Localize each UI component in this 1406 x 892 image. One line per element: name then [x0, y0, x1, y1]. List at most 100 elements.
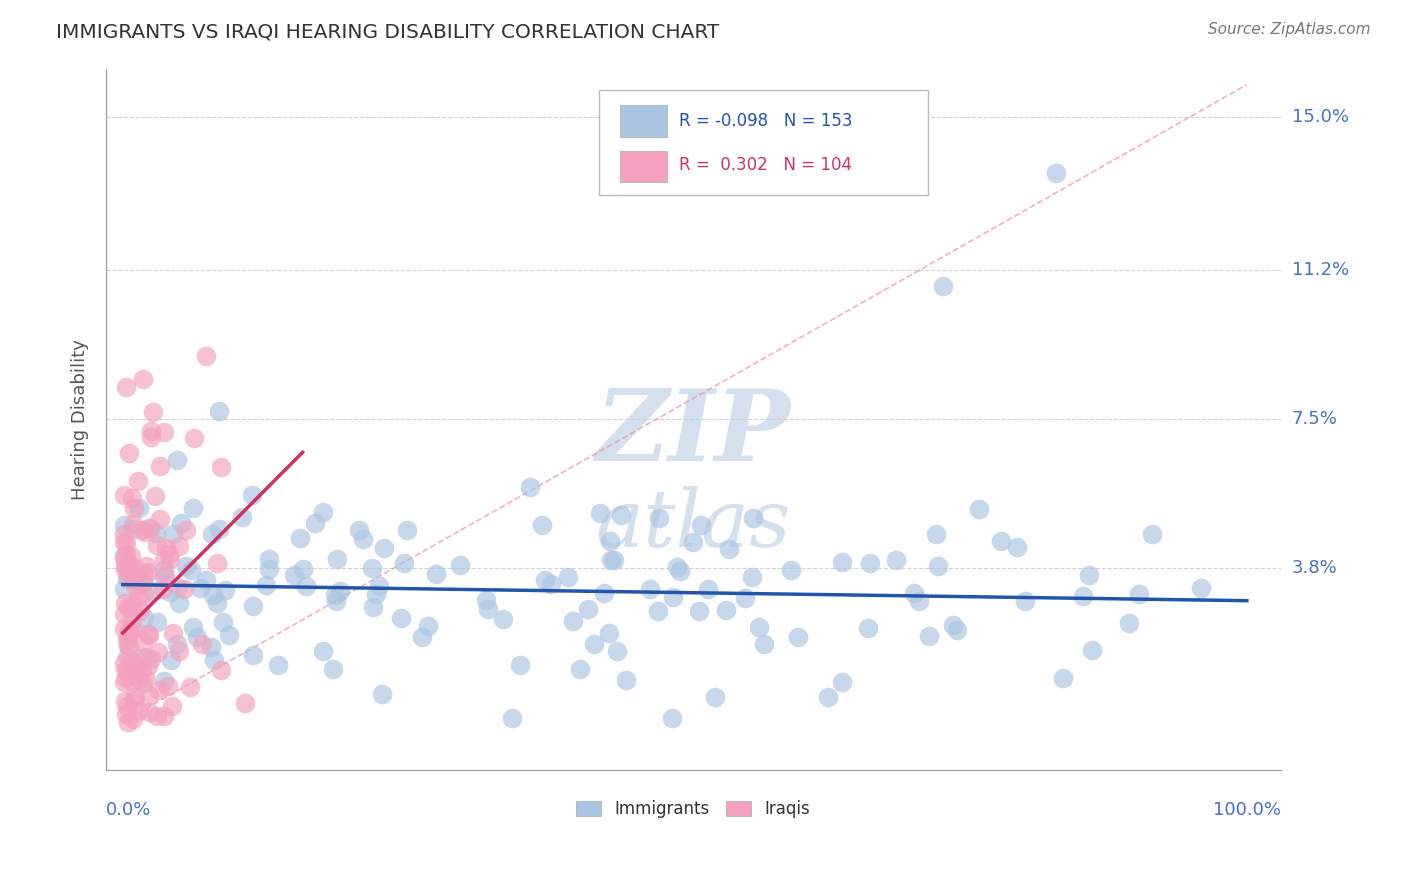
Point [118, 570, 141, 584]
Point [583, 637, 606, 651]
Point [122, 522, 145, 536]
Point [112, 582, 135, 596]
Point [128, 604, 150, 618]
Point [174, 523, 197, 537]
Point [117, 630, 139, 644]
Point [115, 649, 138, 664]
Point [143, 489, 166, 503]
Point [190, 636, 212, 650]
Point [787, 630, 810, 644]
Point [188, 581, 211, 595]
Point [449, 558, 471, 573]
Point [599, 533, 621, 548]
Point [139, 520, 162, 534]
Point [155, 541, 177, 556]
Point [181, 501, 204, 516]
Point [416, 619, 439, 633]
Point [122, 712, 145, 726]
Point [148, 683, 170, 698]
Point [117, 571, 139, 585]
Point [1045, 166, 1067, 180]
Point [138, 628, 160, 642]
Point [115, 671, 138, 685]
Point [1078, 567, 1101, 582]
FancyBboxPatch shape [620, 151, 668, 182]
Point [120, 549, 142, 563]
Point [748, 620, 770, 634]
Point [129, 651, 152, 665]
Point [122, 571, 145, 585]
Point [492, 612, 515, 626]
Text: 3.8%: 3.8% [1292, 559, 1337, 577]
Point [146, 645, 169, 659]
Point [169, 539, 191, 553]
Point [610, 508, 633, 523]
Point [242, 648, 264, 663]
Point [831, 675, 853, 690]
Point [138, 688, 160, 702]
Point [112, 518, 135, 533]
Point [932, 279, 955, 293]
Point [394, 557, 416, 571]
Point [117, 562, 139, 576]
Point [114, 707, 136, 722]
Point [162, 626, 184, 640]
Point [361, 599, 384, 614]
Point [1014, 594, 1036, 608]
Point [141, 430, 163, 444]
Point [121, 615, 143, 629]
Point [134, 524, 156, 539]
Point [132, 634, 155, 648]
Text: 0.0%: 0.0% [105, 800, 152, 819]
Point [115, 535, 138, 549]
Point [127, 475, 149, 489]
Text: 7.5%: 7.5% [1292, 410, 1337, 428]
Point [180, 563, 202, 577]
Point [117, 639, 139, 653]
Point [132, 587, 155, 601]
Point [132, 567, 155, 582]
Point [669, 564, 692, 578]
Point [475, 593, 498, 607]
Point [603, 553, 626, 567]
Point [969, 502, 991, 516]
Point [166, 580, 188, 594]
Point [600, 553, 623, 567]
Text: R = -0.098   N = 153: R = -0.098 N = 153 [679, 112, 852, 130]
Point [207, 556, 229, 570]
Point [162, 699, 184, 714]
Point [157, 548, 180, 562]
Point [647, 604, 669, 618]
Text: 11.2%: 11.2% [1292, 261, 1348, 279]
Point [152, 582, 174, 596]
Point [114, 562, 136, 576]
Point [181, 620, 204, 634]
Point [124, 579, 146, 593]
Point [1118, 615, 1140, 630]
Point [561, 614, 583, 628]
Point [569, 662, 592, 676]
Point [682, 535, 704, 549]
Point [326, 552, 349, 566]
Point [131, 523, 153, 537]
Point [666, 560, 689, 574]
Point [598, 626, 620, 640]
Point [117, 639, 139, 653]
Point [779, 563, 801, 577]
Point [361, 561, 384, 575]
Point [200, 640, 222, 654]
Point [112, 549, 135, 563]
Point [323, 588, 346, 602]
Point [295, 579, 318, 593]
Point [173, 582, 195, 596]
Point [240, 488, 263, 502]
Point [132, 611, 155, 625]
Point [214, 582, 236, 597]
Point [114, 526, 136, 541]
Point [117, 664, 139, 678]
Point [121, 623, 143, 637]
Point [501, 710, 523, 724]
Point [112, 607, 135, 621]
Point [115, 547, 138, 561]
Point [366, 587, 388, 601]
